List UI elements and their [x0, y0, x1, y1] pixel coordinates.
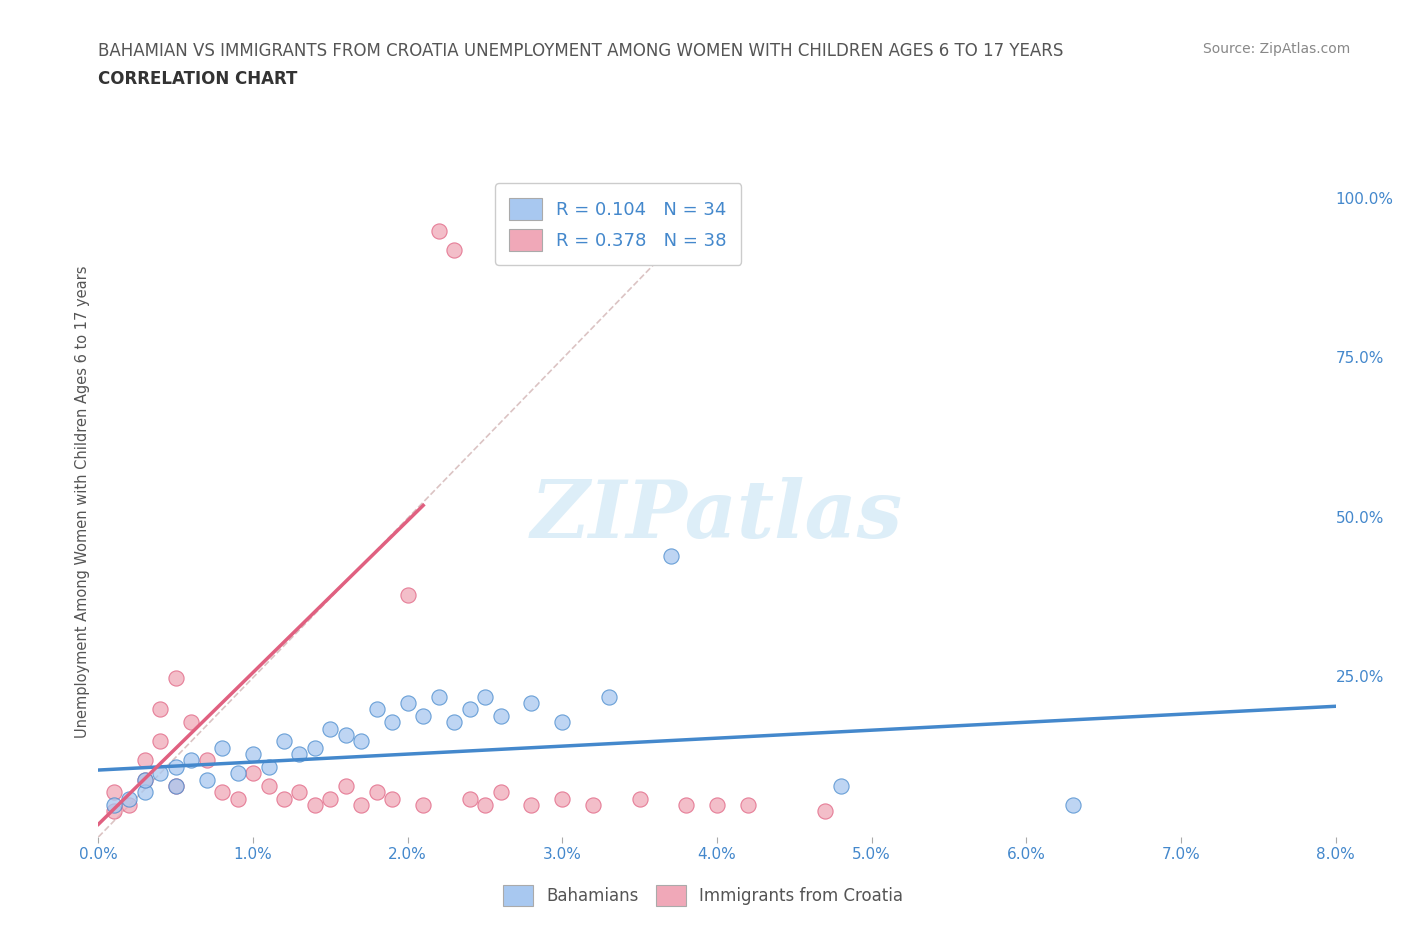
Text: 75.0%: 75.0%	[1336, 352, 1384, 366]
Point	[582, 798, 605, 813]
Point	[211, 740, 233, 755]
Point	[226, 765, 249, 780]
Point	[830, 778, 852, 793]
Point	[103, 785, 125, 800]
Point	[458, 702, 481, 717]
Point	[381, 715, 404, 730]
Point	[443, 715, 465, 730]
Point	[551, 715, 574, 730]
Legend: Bahamians, Immigrants from Croatia: Bahamians, Immigrants from Croatia	[496, 879, 910, 912]
Point	[737, 798, 759, 813]
Point	[520, 696, 543, 711]
Point	[195, 772, 218, 787]
Point	[304, 740, 326, 755]
Point	[211, 785, 233, 800]
Point	[381, 791, 404, 806]
Point	[427, 689, 450, 704]
Legend: R = 0.104   N = 34, R = 0.378   N = 38: R = 0.104 N = 34, R = 0.378 N = 38	[495, 183, 741, 265]
Point	[134, 785, 156, 800]
Point	[165, 778, 187, 793]
Point	[474, 689, 496, 704]
Point	[134, 753, 156, 768]
Point	[134, 772, 156, 787]
Point	[319, 791, 342, 806]
Point	[288, 785, 311, 800]
Point	[458, 791, 481, 806]
Point	[551, 791, 574, 806]
Point	[366, 785, 388, 800]
Point	[412, 798, 434, 813]
Text: Source: ZipAtlas.com: Source: ZipAtlas.com	[1202, 42, 1350, 56]
Point	[598, 689, 620, 704]
Point	[103, 798, 125, 813]
Point	[134, 772, 156, 787]
Point	[396, 696, 419, 711]
Point	[1062, 798, 1084, 813]
Text: ZIPatlas: ZIPatlas	[531, 477, 903, 554]
Point	[396, 587, 419, 602]
Point	[319, 721, 342, 736]
Point	[103, 804, 125, 819]
Point	[165, 778, 187, 793]
Point	[659, 549, 682, 564]
Point	[149, 734, 172, 749]
Point	[149, 702, 172, 717]
Point	[335, 778, 357, 793]
Point	[165, 671, 187, 685]
Y-axis label: Unemployment Among Women with Children Ages 6 to 17 years: Unemployment Among Women with Children A…	[75, 266, 90, 738]
Point	[706, 798, 728, 813]
Text: BAHAMIAN VS IMMIGRANTS FROM CROATIA UNEMPLOYMENT AMONG WOMEN WITH CHILDREN AGES : BAHAMIAN VS IMMIGRANTS FROM CROATIA UNEM…	[98, 42, 1064, 60]
Point	[165, 760, 187, 775]
Point	[226, 791, 249, 806]
Point	[474, 798, 496, 813]
Point	[427, 224, 450, 239]
Text: 25.0%: 25.0%	[1336, 671, 1384, 685]
Point	[180, 715, 202, 730]
Point	[288, 747, 311, 762]
Point	[149, 765, 172, 780]
Point	[118, 798, 141, 813]
Point	[350, 734, 373, 749]
Text: 50.0%: 50.0%	[1336, 511, 1384, 525]
Text: 100.0%: 100.0%	[1336, 192, 1393, 206]
Point	[118, 791, 141, 806]
Point	[489, 785, 512, 800]
Point	[350, 798, 373, 813]
Point	[242, 765, 264, 780]
Point	[520, 798, 543, 813]
Point	[304, 798, 326, 813]
Point	[273, 791, 295, 806]
Point	[195, 753, 218, 768]
Point	[814, 804, 837, 819]
Point	[242, 747, 264, 762]
Point	[366, 702, 388, 717]
Point	[257, 778, 280, 793]
Point	[675, 798, 697, 813]
Point	[412, 709, 434, 724]
Text: CORRELATION CHART: CORRELATION CHART	[98, 70, 298, 87]
Point	[180, 753, 202, 768]
Point	[273, 734, 295, 749]
Point	[489, 709, 512, 724]
Point	[335, 727, 357, 742]
Point	[628, 791, 651, 806]
Point	[257, 760, 280, 775]
Point	[443, 243, 465, 258]
